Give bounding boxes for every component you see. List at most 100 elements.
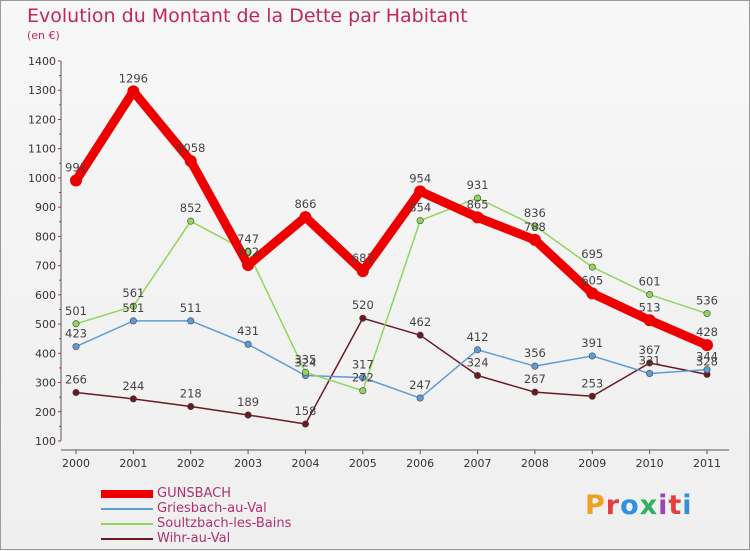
- data-label-3: 324: [467, 356, 489, 370]
- data-label-2: 695: [581, 247, 603, 261]
- data-label-0: 788: [524, 220, 546, 234]
- x-tick-label: 2005: [349, 457, 377, 470]
- data-label-3: 218: [180, 387, 202, 401]
- legend-item-soultzbach[interactable]: Soultzbach-les-Bains: [101, 516, 401, 532]
- data-point-1: [646, 369, 654, 377]
- data-label-0: 428: [696, 325, 718, 339]
- data-point-2: [703, 310, 711, 318]
- data-point-2: [416, 217, 424, 225]
- data-point-0: [184, 154, 197, 167]
- data-point-3: [531, 388, 539, 396]
- data-point-1: [359, 374, 367, 382]
- data-label-3: 367: [639, 343, 661, 357]
- data-point-3: [301, 420, 309, 428]
- data-point-0: [414, 185, 427, 198]
- data-label-2: 836: [524, 206, 546, 220]
- proxiti-logo: Proxiti: [585, 490, 693, 521]
- data-label-2: 501: [65, 304, 87, 318]
- data-label-1: 391: [581, 336, 603, 350]
- x-tick-label: 2004: [291, 457, 319, 470]
- data-label-3: 462: [409, 315, 431, 329]
- data-point-2: [301, 368, 309, 376]
- data-label-1: 423: [65, 327, 87, 341]
- data-label-3: 158: [294, 404, 316, 418]
- x-tick-label: 2008: [521, 457, 549, 470]
- y-tick-label: 400: [35, 347, 56, 360]
- data-point-3: [474, 372, 482, 380]
- legend-swatch-soultzbach: [101, 523, 153, 525]
- y-tick-label: 1100: [28, 143, 56, 156]
- x-tick-label: 2003: [234, 457, 262, 470]
- chart-title: Evolution du Montant de la Dette par Hab…: [27, 5, 468, 27]
- x-tick-label: 2006: [406, 457, 434, 470]
- data-point-1: [187, 317, 195, 325]
- data-label-1: 356: [524, 346, 546, 360]
- x-tick-label: 2002: [177, 457, 205, 470]
- x-tick-label: 2011: [693, 457, 721, 470]
- data-point-1: [703, 366, 711, 374]
- data-point-0: [701, 339, 713, 352]
- data-point-3: [359, 314, 367, 322]
- data-point-3: [187, 403, 195, 411]
- data-label-0: 954: [409, 171, 431, 185]
- data-label-3: 266: [65, 372, 87, 386]
- data-point-0: [528, 233, 541, 246]
- data-point-3: [416, 331, 424, 339]
- y-tick-label: 500: [35, 318, 56, 331]
- data-point-3: [244, 411, 252, 419]
- data-point-0: [586, 287, 599, 300]
- data-point-0: [471, 211, 484, 224]
- data-point-3: [72, 388, 80, 396]
- y-tick-label: 900: [35, 201, 56, 214]
- legend-label-gunsbach: GUNSBACH: [157, 486, 232, 501]
- series-line-0: [71, 86, 712, 350]
- data-point-0: [299, 211, 312, 224]
- x-tick-label: 2000: [62, 457, 90, 470]
- series-line-2: [75, 197, 708, 392]
- data-label-1: 247: [409, 378, 431, 392]
- x-tick-label: 2010: [636, 457, 664, 470]
- data-label-0: 513: [639, 300, 661, 314]
- data-label-0: 1058: [176, 141, 205, 155]
- data-label-2: 852: [180, 201, 202, 215]
- data-label-0: 866: [294, 197, 316, 211]
- data-label-0: 865: [467, 197, 489, 211]
- y-tick-label: 1300: [28, 84, 56, 97]
- legend-item-griesbach[interactable]: Griesbach-au-Val: [101, 501, 401, 517]
- data-label-1: 412: [467, 330, 489, 344]
- data-point-1: [416, 394, 424, 402]
- data-point-2: [646, 291, 654, 299]
- series-line-1: [75, 320, 708, 399]
- x-tick-label: 2007: [464, 457, 492, 470]
- data-point-1: [72, 343, 80, 351]
- data-point-2: [72, 320, 80, 328]
- data-point-1: [244, 340, 252, 348]
- data-point-1: [531, 362, 539, 370]
- data-label-2: 747: [237, 232, 259, 246]
- data-point-2: [359, 387, 367, 395]
- data-label-1: 317: [352, 358, 374, 372]
- y-tick-label: 300: [35, 377, 56, 390]
- y-tick-label: 100: [35, 435, 56, 448]
- data-point-2: [588, 263, 596, 271]
- data-point-0: [356, 265, 369, 278]
- data-label-3: 189: [237, 395, 259, 409]
- data-point-0: [643, 314, 656, 327]
- data-point-1: [474, 346, 482, 354]
- data-label-0: 1296: [119, 71, 148, 85]
- data-point-2: [129, 302, 137, 310]
- legend-item-gunsbach[interactable]: GUNSBACH: [101, 486, 401, 502]
- data-point-3: [588, 392, 596, 400]
- data-label-3: 267: [524, 372, 546, 386]
- data-label-1: 324: [294, 356, 316, 370]
- data-label-3: 244: [122, 379, 144, 393]
- legend-item-wihr[interactable]: Wihr-au-Val: [101, 531, 401, 547]
- x-tick-label: 2001: [119, 457, 147, 470]
- data-point-1: [588, 352, 596, 360]
- data-label-1: 344: [696, 350, 718, 364]
- data-label-2: 931: [467, 178, 489, 192]
- data-label-2: 601: [639, 275, 661, 289]
- data-point-2: [474, 194, 482, 202]
- data-point-2: [531, 222, 539, 230]
